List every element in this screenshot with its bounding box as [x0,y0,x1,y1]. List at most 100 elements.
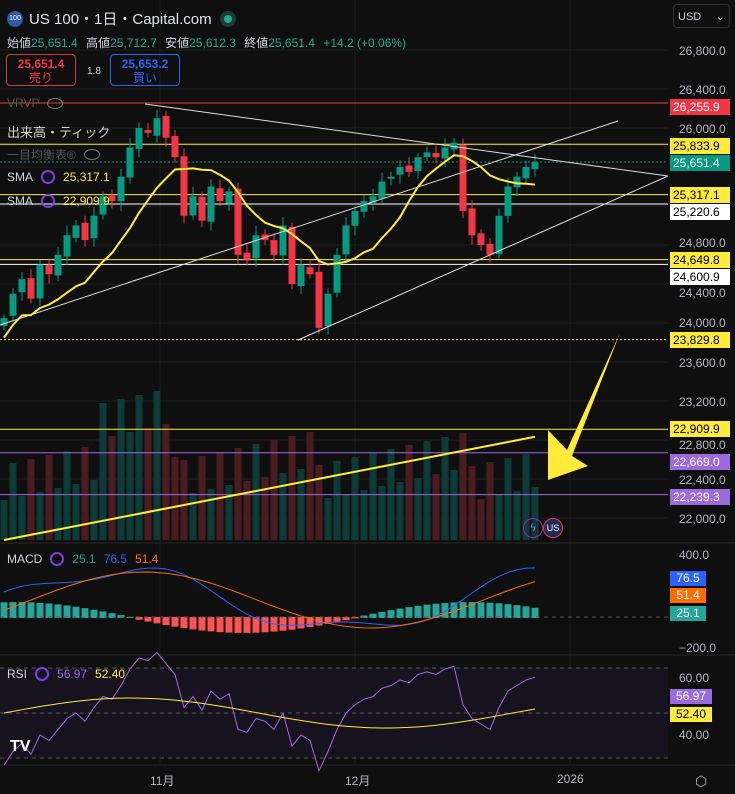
candle-body [396,167,404,175]
macd-histogram-bar [405,607,413,618]
candle-body [45,264,53,275]
spread-value: 1.8 [87,66,101,77]
sync-icon [41,194,56,208]
candle-body [423,152,431,158]
price-axis-label: 22,400.0 [679,473,726,487]
candle-body [468,208,476,236]
candle-body [477,233,485,245]
candle-body [432,152,440,158]
rsi-ma-tag: 52.40 [670,707,712,722]
candle-body [531,162,539,170]
volume-bar [225,485,233,540]
rsi-label: RSI [7,667,28,681]
sma-value: 25,317.1 [63,170,110,184]
legend-rsi[interactable]: RSI 56.97 52.40 [7,667,125,681]
currency-select[interactable]: USD ⌄ [673,4,730,28]
candle-body [216,188,224,202]
legend-ichimoku[interactable]: 一目均衡表® [7,146,100,163]
symbol-title[interactable]: US 100・1日・Capital.com [29,11,212,28]
currency-label: USD [678,11,702,23]
volume-bar [486,462,494,540]
buy-price: 25,653.2 [121,57,169,71]
eye-hidden-icon[interactable] [47,97,64,109]
legend-sma-1[interactable]: SMA 25,317.1 [7,170,110,184]
volume-bar [189,493,197,540]
candle-body [90,215,98,239]
macd-histogram-bar [396,608,404,618]
macd-histogram-bar [486,602,494,618]
macd-histogram-bar [162,617,170,626]
lightning-event-icon[interactable]: ϟ [523,518,543,538]
symbol-header[interactable]: 100 US 100・1日・Capital.com [7,8,232,29]
volume-bar [405,445,413,540]
macd-histogram-bar [243,617,251,633]
rsi-value: 56.97 [57,667,88,681]
macd-histogram-bar [441,602,449,618]
candle-body [270,240,278,255]
eye-hidden-icon[interactable] [83,149,100,160]
macd-histogram-bar [198,617,206,631]
macd-histogram-bar [9,602,17,618]
volume-bar [477,499,485,540]
macd-histogram-bar [342,617,350,621]
candle-body [63,235,71,257]
macd-histogram-bar [153,617,161,624]
price-axis-label: 24,800.0 [679,236,726,250]
candle-body [351,210,359,226]
legend-macd[interactable]: MACD 25.1 76.5 51.4 [7,552,158,566]
volume-bar [81,447,89,540]
legend-vrvp[interactable]: VRVP [7,96,64,110]
candle-body [135,128,143,149]
macd-histogram-bar [36,602,44,618]
volume-bar [207,489,215,540]
legend-volume[interactable]: 出来高・ティック [7,122,110,141]
volume-bar [72,484,80,540]
settings-icon[interactable]: ⬡ [695,773,708,789]
volume-bar [522,454,530,540]
volume-bar [27,459,35,540]
volume-bar [36,492,44,540]
candle-body [108,195,116,202]
volume-bar [243,481,251,540]
volume-bar [153,391,161,540]
sync-icon [35,667,50,681]
tradingview-logo[interactable]: TV [10,738,31,755]
us-flag-event-icon[interactable]: US [543,518,563,538]
macd-histogram-bar [63,605,71,618]
macd-histogram-bar [18,602,26,618]
candle-body [162,115,170,138]
volume-bar [45,455,53,540]
candle-body [99,196,107,215]
arrow-annotation [548,333,620,480]
volume-bar [414,478,422,540]
legend-sma-2[interactable]: SMA 22,909.9 [7,194,110,208]
rsi-value-tag: 56.97 [670,689,712,704]
candle-body [171,136,179,158]
sma-label: SMA [7,194,34,208]
volume-bar [441,437,449,540]
buy-button[interactable]: 25,653.2 買い [110,54,180,86]
volume-bar [324,498,332,540]
price-scale [668,0,735,794]
volume-bar [315,465,323,540]
volume-bar [63,451,71,540]
candle-body [144,130,152,133]
candle-body [414,157,422,172]
macd-histogram-bar [234,617,242,633]
macd-histogram-bar [333,617,341,623]
candle-body [207,186,215,222]
sell-button[interactable]: 25,651.4 売り [6,54,76,86]
time-axis-label: 2026 [557,772,584,786]
macd-histogram-bar [459,602,467,618]
low-value: 25,612.3 [189,36,236,50]
macd-histogram-bar [423,604,431,618]
candle-body [180,156,188,216]
candle-body [27,278,35,299]
rsi-band [0,668,668,758]
macd-histogram-bar [351,617,359,619]
rsi-ma-line [3,697,536,729]
time-axis-label: 12月 [345,774,371,788]
candle-body [126,147,134,178]
volume-bar [198,456,206,540]
